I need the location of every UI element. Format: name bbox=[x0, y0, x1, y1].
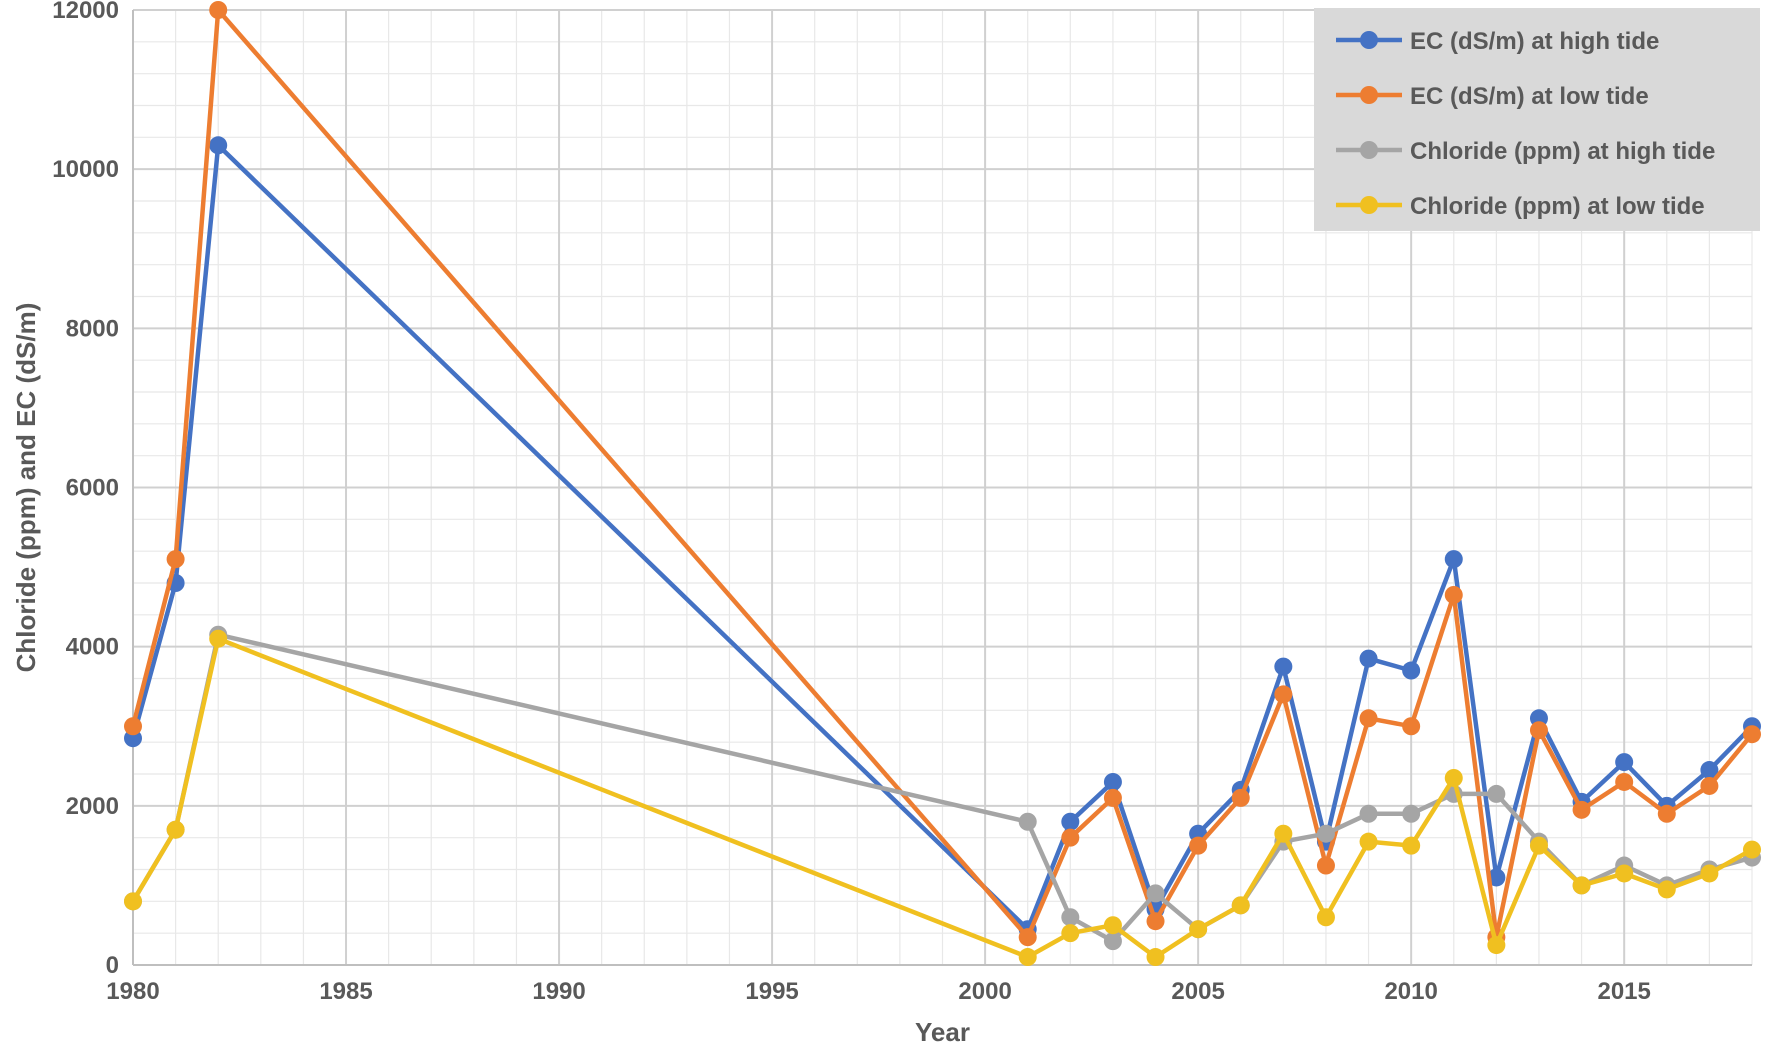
data-point bbox=[1402, 661, 1421, 680]
x-tick-label: 2000 bbox=[958, 978, 1011, 1005]
data-point bbox=[1231, 896, 1250, 915]
x-tick-label: 2010 bbox=[1384, 978, 1437, 1005]
x-axis-title: Year bbox=[915, 1017, 970, 1047]
y-tick-label: 4000 bbox=[66, 634, 119, 661]
data-point bbox=[1146, 948, 1165, 967]
y-tick-label: 6000 bbox=[66, 475, 119, 502]
data-point bbox=[1103, 772, 1122, 791]
data-point bbox=[1402, 836, 1421, 855]
data-point bbox=[1359, 649, 1378, 668]
data-point bbox=[1231, 788, 1250, 807]
data-point bbox=[1061, 924, 1080, 943]
data-point bbox=[1274, 685, 1293, 704]
data-point bbox=[1657, 804, 1676, 823]
data-point bbox=[1316, 824, 1335, 843]
x-axis-tick-labels: 1980 1985 1990 1995 2000 2005 2010 2015 bbox=[106, 978, 1651, 1005]
legend-item: Chloride (ppm) at high tide bbox=[1336, 138, 1715, 165]
series-3 bbox=[124, 629, 1761, 967]
legend-background bbox=[1314, 8, 1760, 231]
data-point bbox=[124, 717, 142, 736]
legend-swatch-marker bbox=[1360, 141, 1378, 159]
data-point bbox=[1700, 864, 1719, 883]
x-tick-label: 1985 bbox=[319, 978, 372, 1005]
data-point bbox=[1615, 864, 1634, 883]
x-tick-label: 2005 bbox=[1171, 978, 1224, 1005]
legend-swatch-marker bbox=[1360, 31, 1378, 49]
data-point bbox=[1316, 856, 1335, 875]
data-point bbox=[166, 820, 185, 839]
data-point bbox=[1146, 912, 1165, 931]
series-1 bbox=[124, 1, 1761, 947]
data-point bbox=[1743, 725, 1761, 744]
data-point bbox=[1103, 788, 1122, 807]
x-tick-label: 1980 bbox=[106, 978, 159, 1005]
data-point bbox=[1444, 550, 1463, 569]
data-point bbox=[1700, 761, 1719, 780]
y-tick-label: 12000 bbox=[52, 0, 119, 24]
data-point bbox=[1743, 840, 1761, 859]
legend-item: EC (dS/m) at high tide bbox=[1336, 28, 1659, 55]
series-layer bbox=[124, 1, 1761, 967]
data-point bbox=[1018, 812, 1037, 831]
data-point bbox=[1657, 880, 1676, 899]
data-point bbox=[1103, 916, 1122, 935]
y-tick-label: 10000 bbox=[52, 156, 119, 183]
legend-label: Chloride (ppm) at low tide bbox=[1410, 193, 1705, 220]
legend: EC (dS/m) at high tide EC (dS/m) at low t… bbox=[1314, 8, 1760, 231]
data-point bbox=[1700, 776, 1719, 795]
data-point bbox=[209, 1, 228, 19]
data-point bbox=[1061, 828, 1080, 847]
y-tick-label: 2000 bbox=[66, 793, 119, 820]
data-point bbox=[1359, 804, 1378, 823]
legend-label: EC (dS/m) at high tide bbox=[1410, 28, 1659, 55]
data-point bbox=[1487, 936, 1506, 955]
data-point bbox=[124, 892, 142, 911]
data-point bbox=[1189, 920, 1208, 939]
data-point bbox=[1103, 932, 1122, 951]
data-point bbox=[1402, 717, 1421, 736]
data-point bbox=[209, 136, 228, 155]
data-point bbox=[1572, 876, 1591, 895]
data-point bbox=[1189, 836, 1208, 855]
data-point bbox=[1316, 908, 1335, 927]
x-tick-label: 1990 bbox=[532, 978, 585, 1005]
data-point bbox=[1529, 836, 1548, 855]
data-point bbox=[1402, 804, 1421, 823]
axes bbox=[132, 10, 1752, 966]
data-point bbox=[1018, 948, 1037, 967]
legend-swatch-marker bbox=[1360, 196, 1378, 214]
data-point bbox=[1615, 753, 1634, 772]
data-point bbox=[166, 550, 185, 569]
data-point bbox=[1444, 768, 1463, 787]
data-point bbox=[1487, 784, 1506, 803]
data-point bbox=[1061, 908, 1080, 927]
x-tick-label: 2015 bbox=[1597, 978, 1650, 1005]
y-tick-label: 8000 bbox=[66, 315, 119, 342]
y-axis-tick-labels: 0 2000 4000 6000 8000 10000 12000 bbox=[52, 0, 119, 979]
legend-swatch-marker bbox=[1360, 86, 1378, 104]
data-point bbox=[1146, 884, 1165, 903]
legend-label: EC (dS/m) at low tide bbox=[1410, 83, 1649, 110]
data-point bbox=[1615, 772, 1634, 791]
legend-item: EC (dS/m) at low tide bbox=[1336, 83, 1649, 110]
y-tick-label: 0 bbox=[106, 952, 119, 979]
legend-label: Chloride (ppm) at high tide bbox=[1410, 138, 1715, 165]
data-point bbox=[1359, 832, 1378, 851]
data-point bbox=[1487, 868, 1506, 887]
y-axis-title: Chloride (ppm) and EC (dS/m) bbox=[11, 303, 41, 673]
data-point bbox=[1018, 928, 1037, 947]
data-point bbox=[1572, 800, 1591, 819]
legend-item: Chloride (ppm) at low tide bbox=[1336, 193, 1705, 220]
data-point bbox=[1359, 709, 1378, 728]
data-point bbox=[1061, 812, 1080, 831]
data-point bbox=[1529, 721, 1548, 740]
data-point bbox=[1274, 824, 1293, 843]
data-point bbox=[1274, 657, 1293, 676]
data-point bbox=[209, 629, 228, 648]
x-tick-label: 1995 bbox=[745, 978, 798, 1005]
data-point bbox=[1444, 585, 1463, 604]
